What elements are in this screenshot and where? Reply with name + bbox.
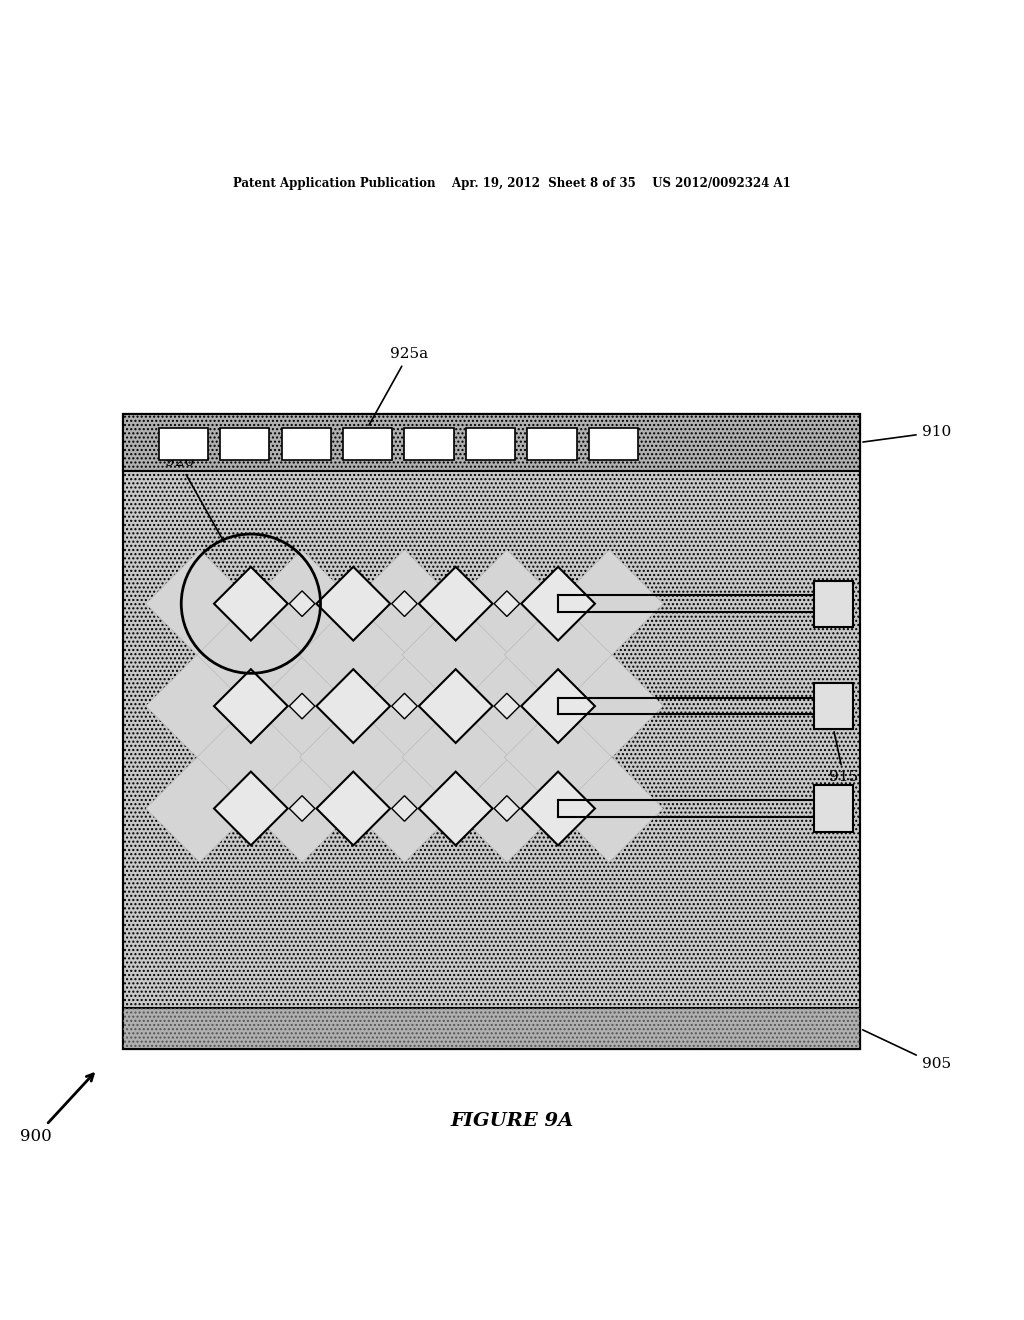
Polygon shape [453,550,561,657]
Polygon shape [521,772,595,845]
Polygon shape [505,704,612,810]
Polygon shape [391,693,418,719]
Bar [527,428,577,461]
Polygon shape [505,601,612,709]
Bar [814,682,853,729]
Polygon shape [299,601,407,709]
Bar [159,428,208,461]
Polygon shape [494,796,519,821]
Bar [466,428,515,461]
Polygon shape [289,693,315,719]
Bar [123,414,860,1049]
Polygon shape [453,755,561,862]
Bar [123,414,860,470]
Text: 910: 910 [863,425,951,442]
Polygon shape [316,772,390,845]
Bar [282,428,331,461]
Polygon shape [521,669,595,743]
Polygon shape [521,566,595,640]
Bar [123,1008,860,1049]
Polygon shape [494,693,519,719]
Text: 905: 905 [862,1030,950,1072]
Polygon shape [419,566,493,640]
Bar [814,581,853,627]
Bar [343,428,392,461]
Polygon shape [316,566,390,640]
Polygon shape [555,550,664,657]
Polygon shape [146,550,254,657]
Polygon shape [316,669,390,743]
Bar [220,428,269,461]
Bar [123,1008,860,1049]
Polygon shape [350,652,459,760]
Polygon shape [146,652,254,760]
Polygon shape [248,652,356,760]
Polygon shape [419,669,493,743]
Bar [123,414,860,470]
Text: 920: 920 [165,455,224,543]
Polygon shape [391,796,418,821]
Polygon shape [419,772,493,845]
Polygon shape [453,652,561,760]
Bar [589,428,638,461]
Polygon shape [401,704,510,810]
FancyBboxPatch shape [123,414,860,1049]
Polygon shape [350,550,459,657]
Polygon shape [350,755,459,862]
Bar [404,428,454,461]
Polygon shape [214,669,288,743]
Polygon shape [214,772,288,845]
Text: 915: 915 [829,731,858,784]
Polygon shape [401,601,510,709]
Polygon shape [248,550,356,657]
Bar [814,785,853,832]
Polygon shape [214,566,288,640]
Text: 925a: 925a [369,347,428,425]
Polygon shape [197,704,305,810]
Polygon shape [494,591,519,616]
Polygon shape [555,652,664,760]
Polygon shape [197,601,305,709]
Polygon shape [289,796,315,821]
Polygon shape [391,591,418,616]
Polygon shape [146,755,254,862]
Polygon shape [299,704,407,810]
Polygon shape [289,591,315,616]
Text: Patent Application Publication    Apr. 19, 2012  Sheet 8 of 35    US 2012/009232: Patent Application Publication Apr. 19, … [233,177,791,190]
Text: FIGURE 9A: FIGURE 9A [451,1111,573,1130]
Polygon shape [555,755,664,862]
Text: 900: 900 [19,1074,93,1144]
Polygon shape [248,755,356,862]
